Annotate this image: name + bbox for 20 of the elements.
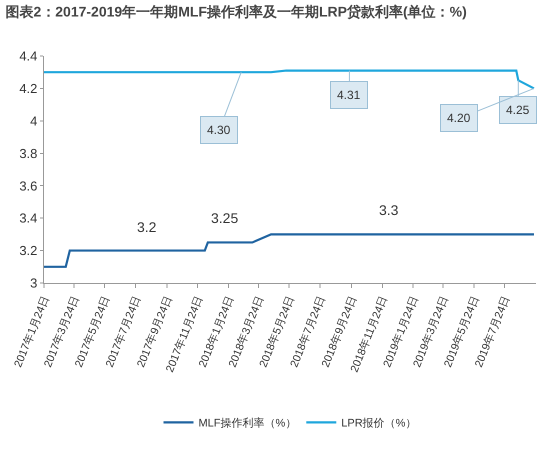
y-tick-label: 3.2 [19, 243, 38, 258]
y-tick-label: 3 [30, 276, 38, 291]
annotation: 3.25 [211, 210, 238, 226]
chart-title: 图表2：2017-2019年一年期MLF操作利率及一年期LRP贷款利率(单位：%) [5, 4, 467, 20]
y-tick-label: 4 [30, 113, 38, 128]
annotation: 3.2 [137, 219, 157, 235]
legend-label: MLF操作利率（%） [198, 416, 296, 430]
y-tick-label: 4.2 [19, 80, 38, 96]
annotation: 4.20 [447, 111, 471, 125]
line-series [44, 69, 536, 90]
y-tick-label: 3.4 [19, 210, 38, 226]
y-tick-label: 3.6 [19, 178, 38, 194]
legend-label: LPR报价（%） [341, 418, 416, 430]
annotation: 4.31 [337, 88, 361, 102]
line-series [44, 233, 536, 268]
annotation: 3.3 [379, 202, 399, 218]
annotation: 4.30 [207, 123, 231, 137]
annotation: 4.25 [506, 103, 530, 117]
y-tick-label: 3.8 [19, 146, 38, 161]
y-tick-label: 4.4 [19, 48, 38, 64]
